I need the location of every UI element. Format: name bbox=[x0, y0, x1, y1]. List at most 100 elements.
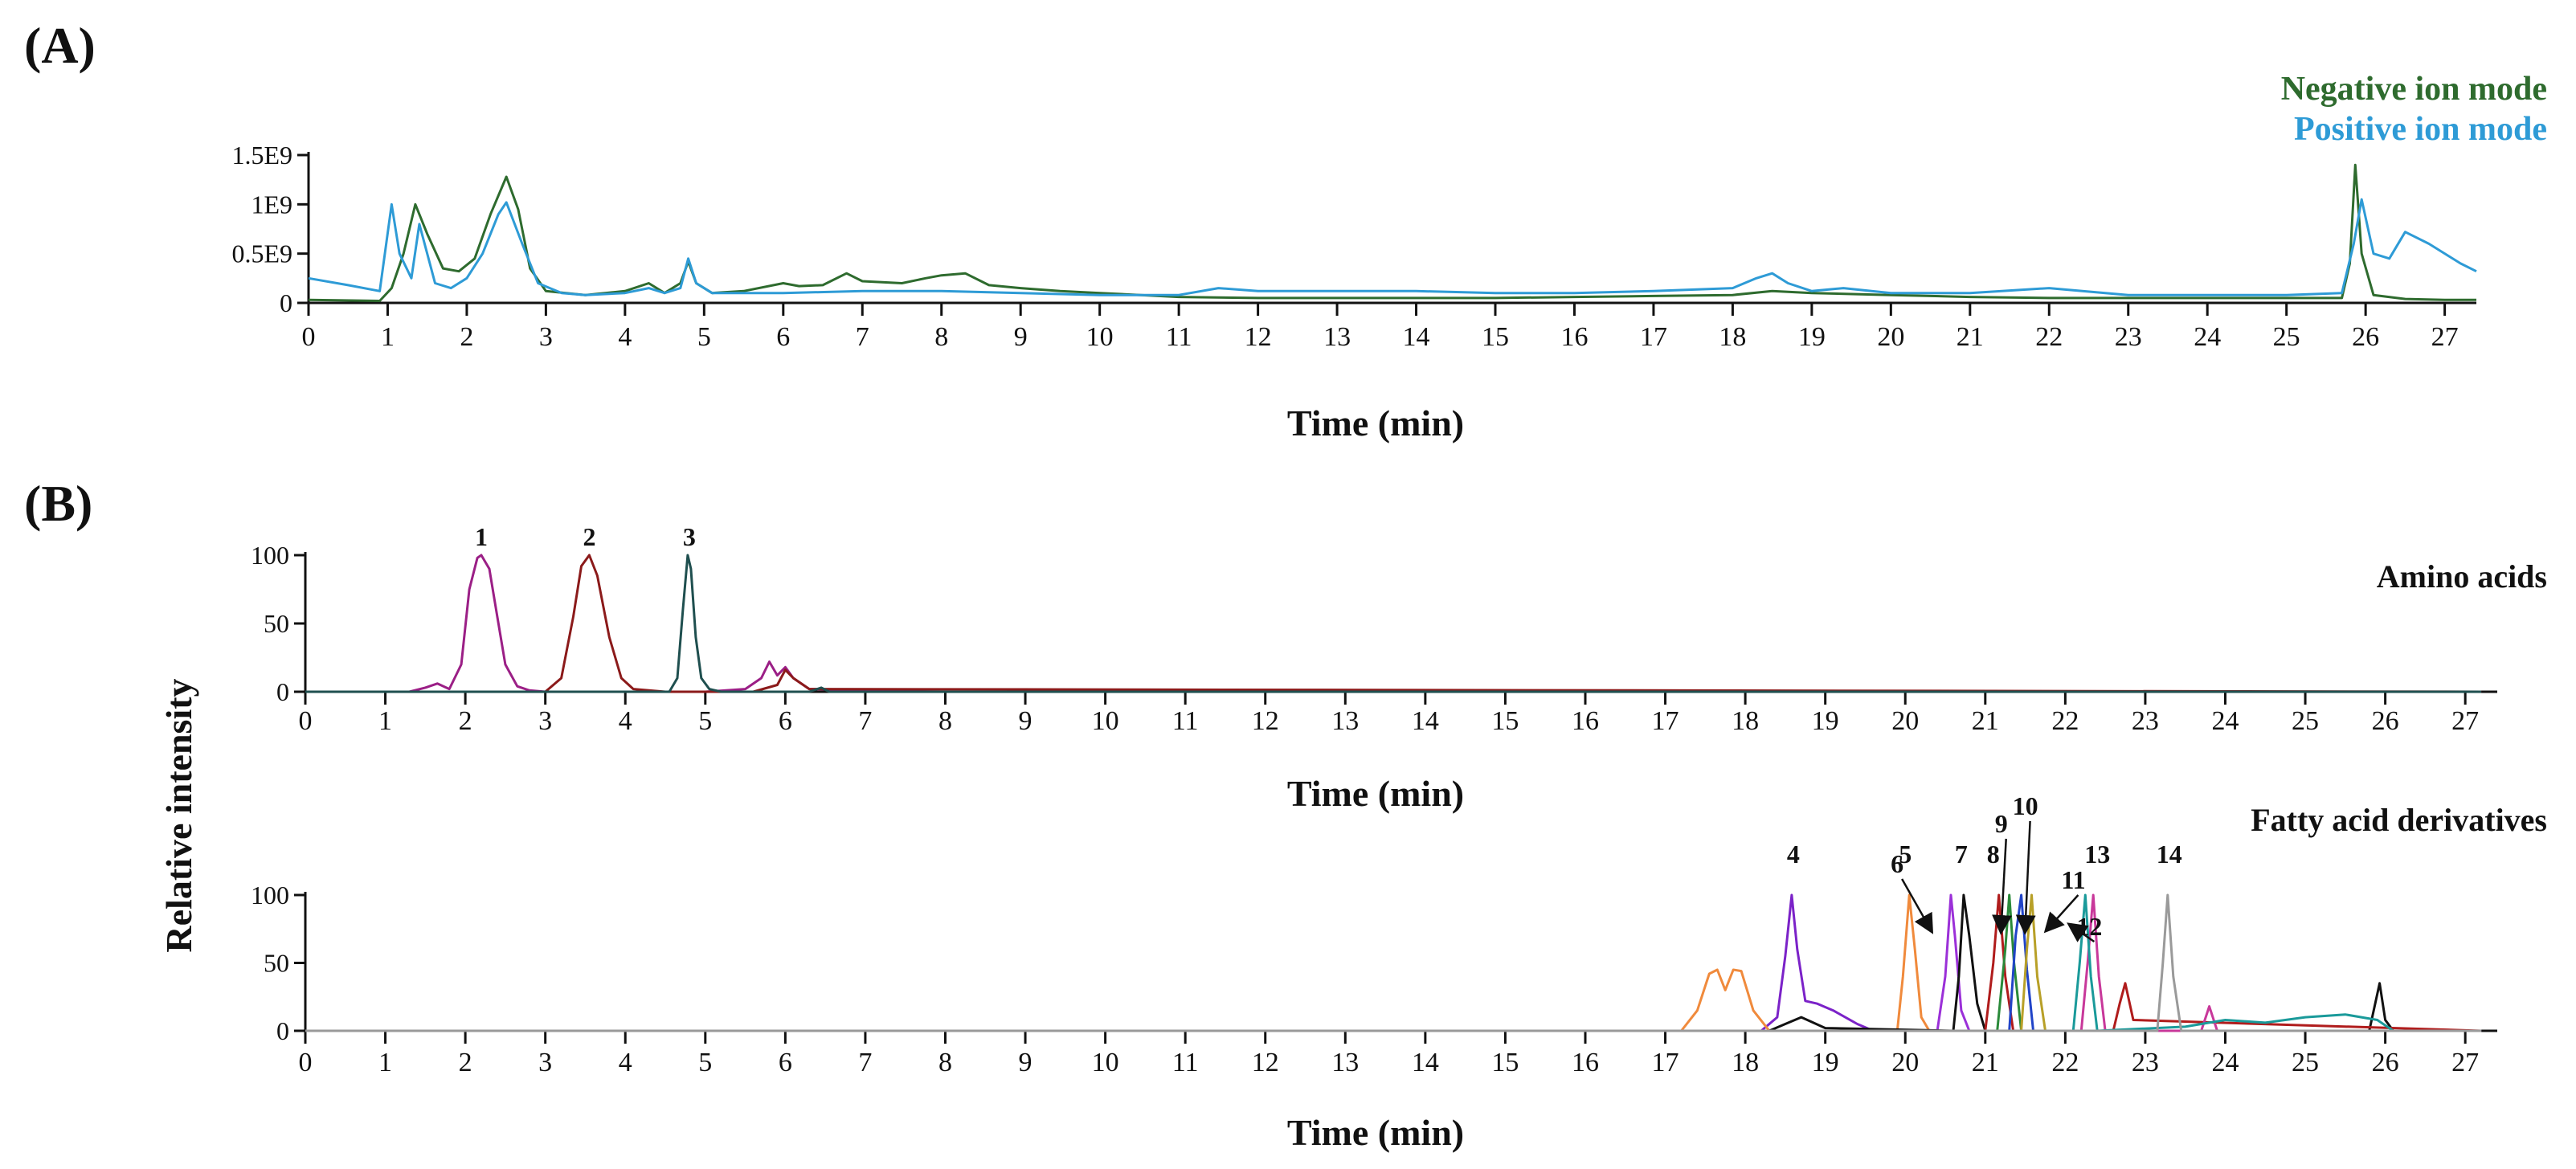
x-tick-label: 22 bbox=[2051, 706, 2079, 736]
x-tick-label: 26 bbox=[2372, 706, 2399, 736]
x-tick-label: 19 bbox=[1798, 322, 1826, 352]
y-tick-label: 50 bbox=[264, 949, 289, 978]
series-peak-3 bbox=[305, 554, 2482, 693]
series-peak-8 bbox=[305, 893, 2482, 1032]
peak-label-7: 7 bbox=[1955, 840, 1968, 869]
peak-arrow-10 bbox=[2015, 820, 2036, 935]
x-tick-label: 5 bbox=[697, 322, 711, 352]
x-tick-label: 23 bbox=[2115, 322, 2142, 352]
x-axis-title-fatty-acids: Time (min) bbox=[1287, 1112, 1464, 1153]
x-axis-title-panel-a: Time (min) bbox=[1287, 403, 1464, 443]
x-tick-label: 17 bbox=[1652, 1048, 1679, 1077]
y-tick-label: 0 bbox=[276, 677, 289, 706]
x-tick-label: 19 bbox=[1812, 706, 1839, 736]
x-tick-label: 26 bbox=[2372, 1048, 2399, 1077]
series-positive-ion-mode bbox=[308, 198, 2477, 296]
x-tick-label: 21 bbox=[1957, 322, 1984, 352]
peak-label-4: 4 bbox=[1787, 840, 1800, 869]
x-tick-label: 17 bbox=[1652, 706, 1679, 736]
x-tick-label: 21 bbox=[1972, 706, 1999, 736]
x-tick-label: 12 bbox=[1252, 1048, 1279, 1077]
y-tick-label: 1E9 bbox=[251, 190, 292, 219]
x-tick-label: 22 bbox=[2035, 322, 2063, 352]
series-peak-7 bbox=[305, 893, 2482, 1032]
x-tick-label: 14 bbox=[1403, 322, 1430, 352]
x-tick-label: 16 bbox=[1572, 706, 1599, 736]
x-tick-label: 13 bbox=[1323, 322, 1351, 352]
x-tick-label: 0 bbox=[299, 706, 313, 736]
x-tick-label: 25 bbox=[2273, 322, 2300, 352]
x-tick-label: 13 bbox=[1331, 1048, 1359, 1077]
series-peak-13 bbox=[305, 893, 2482, 1032]
legend-positive-ion-mode: Positive ion mode bbox=[2294, 111, 2547, 148]
x-tick-label: 8 bbox=[938, 1048, 952, 1077]
x-tick-label: 27 bbox=[2451, 1048, 2479, 1077]
series-peak-12 bbox=[305, 893, 2482, 1032]
peak-label-5: 5 bbox=[1899, 840, 1912, 869]
legend-negative-ion-mode: Negative ion mode bbox=[2281, 71, 2547, 108]
x-tick-label: 22 bbox=[2051, 1048, 2079, 1077]
x-tick-label: 14 bbox=[1412, 706, 1439, 736]
peak-label-6: 6 bbox=[1891, 849, 1903, 878]
x-tick-label: 18 bbox=[1732, 1048, 1759, 1077]
x-tick-label: 3 bbox=[539, 322, 553, 352]
y-axis-title-relative-intensity: Relative intensity bbox=[158, 678, 199, 952]
x-tick-label: 4 bbox=[619, 706, 632, 736]
x-tick-label: 11 bbox=[1172, 1048, 1199, 1077]
x-tick-label: 9 bbox=[1014, 322, 1028, 352]
x-tick-label: 10 bbox=[1092, 706, 1119, 736]
x-tick-label: 1 bbox=[378, 1048, 392, 1077]
x-tick-label: 2 bbox=[459, 1048, 472, 1077]
x-tick-label: 20 bbox=[1891, 1048, 1919, 1077]
y-tick-label: 0.5E9 bbox=[231, 239, 292, 268]
x-tick-label: 2 bbox=[460, 322, 473, 352]
panel-label-b: (B) bbox=[24, 475, 92, 532]
x-tick-label: 9 bbox=[1019, 706, 1032, 736]
peak-label-8: 8 bbox=[1987, 840, 2000, 869]
y-tick-label: 50 bbox=[264, 609, 289, 638]
peak-label-11: 11 bbox=[2061, 865, 2085, 894]
subplot-title-fatty-acid-derivatives: Fatty acid derivatives bbox=[2251, 802, 2547, 838]
x-tick-label: 7 bbox=[858, 1048, 872, 1077]
series-peak-1 bbox=[305, 554, 2482, 693]
peak-label-13: 13 bbox=[2084, 840, 2110, 869]
peak-arrow-11 bbox=[2043, 894, 2079, 934]
x-tick-label: 7 bbox=[856, 322, 869, 352]
series-peak-9 bbox=[305, 893, 2482, 1032]
x-tick-label: 21 bbox=[1972, 1048, 1999, 1077]
x-tick-label: 1 bbox=[381, 322, 395, 352]
peak-label-14: 14 bbox=[2157, 840, 2182, 869]
x-tick-label: 25 bbox=[2292, 1048, 2319, 1077]
x-tick-label: 8 bbox=[938, 706, 952, 736]
x-tick-label: 7 bbox=[858, 706, 872, 736]
x-tick-label: 13 bbox=[1331, 706, 1359, 736]
peak-label-9: 9 bbox=[1995, 809, 2008, 838]
x-tick-label: 16 bbox=[1572, 1048, 1599, 1077]
series-peak-2 bbox=[305, 554, 2482, 693]
x-tick-label: 0 bbox=[302, 322, 316, 352]
x-tick-label: 27 bbox=[2431, 322, 2459, 352]
series-peak-10 bbox=[305, 893, 2482, 1032]
x-tick-label: 24 bbox=[2194, 322, 2221, 352]
series-peak-4 bbox=[305, 893, 2482, 1032]
x-tick-label: 27 bbox=[2451, 706, 2479, 736]
x-tick-label: 11 bbox=[1166, 322, 1192, 352]
x-tick-label: 3 bbox=[538, 1048, 552, 1077]
x-tick-label: 5 bbox=[698, 1048, 712, 1077]
peak-arrow-12 bbox=[2067, 922, 2096, 943]
y-tick-label: 0 bbox=[276, 1016, 289, 1045]
peak-arrow-6 bbox=[1901, 878, 1934, 934]
x-tick-label: 20 bbox=[1877, 322, 1904, 352]
subplot-2: 0 1 2 3 4 5 6 7 8 9 10 11 12 13 14 15 16 17 18 19 20 21 22 23 24… bbox=[251, 522, 2497, 736]
x-tick-label: 10 bbox=[1092, 1048, 1119, 1077]
series-peak-5 bbox=[305, 893, 2482, 1032]
x-tick-label: 5 bbox=[698, 706, 712, 736]
x-tick-label: 12 bbox=[1245, 322, 1272, 352]
x-tick-label: 25 bbox=[2292, 706, 2319, 736]
x-tick-label: 12 bbox=[1252, 706, 1279, 736]
x-tick-label: 24 bbox=[2211, 706, 2239, 736]
x-tick-label: 23 bbox=[2132, 706, 2159, 736]
peak-arrow-9 bbox=[1992, 838, 2013, 935]
x-tick-label: 6 bbox=[779, 1048, 792, 1077]
